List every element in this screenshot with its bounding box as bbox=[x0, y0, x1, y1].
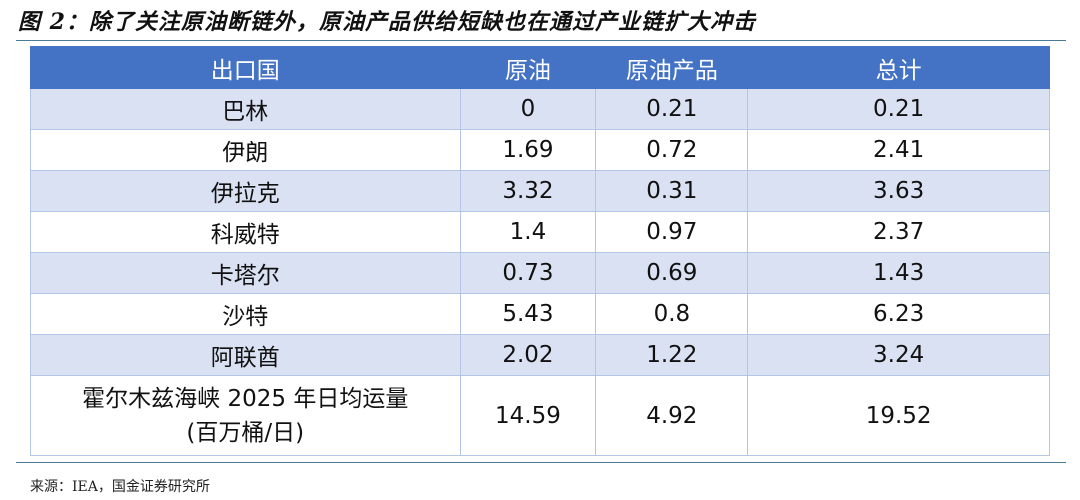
cell-crude: 5.43 bbox=[459, 293, 597, 335]
table-row: 伊拉克 3.32 0.31 3.63 bbox=[30, 170, 1050, 212]
header-total: 总计 bbox=[747, 46, 1050, 89]
cell-products: 0.8 bbox=[595, 293, 749, 335]
table-row: 伊朗 1.69 0.72 2.41 bbox=[30, 129, 1050, 171]
table-row: 科威特 1.4 0.97 2.37 bbox=[30, 211, 1050, 253]
cell-total: 1.43 bbox=[747, 252, 1050, 294]
total-label-line1: 霍尔木兹海峡 2025 年日均运量 bbox=[82, 385, 409, 412]
cell-total: 2.37 bbox=[747, 211, 1050, 253]
header-products: 原油产品 bbox=[595, 46, 749, 89]
header-row: 出口国 原油 原油产品 总计 bbox=[30, 46, 1050, 89]
header-crude: 原油 bbox=[459, 46, 597, 89]
cell-products: 0.97 bbox=[595, 211, 749, 253]
cell-products: 1.22 bbox=[595, 334, 749, 376]
cell-products: 0.31 bbox=[595, 170, 749, 212]
top-rule bbox=[16, 40, 1066, 41]
cell-products: 0.72 bbox=[595, 129, 749, 171]
cell-country: 伊朗 bbox=[30, 129, 461, 171]
total-label-line2: (百万桶/日) bbox=[186, 419, 305, 446]
cell-country: 巴林 bbox=[30, 88, 461, 130]
table-row: 卡塔尔 0.73 0.69 1.43 bbox=[30, 252, 1050, 294]
cell-total: 2.41 bbox=[747, 129, 1050, 171]
cell-crude: 0.73 bbox=[459, 252, 597, 294]
cell-total: 3.24 bbox=[747, 334, 1050, 376]
cell-crude: 3.32 bbox=[459, 170, 597, 212]
cell-country: 伊拉克 bbox=[30, 170, 461, 212]
cell-products: 0.69 bbox=[595, 252, 749, 294]
table-row: 巴林 0 0.21 0.21 bbox=[30, 88, 1050, 130]
cell-crude: 1.4 bbox=[459, 211, 597, 253]
cell-country: 卡塔尔 bbox=[30, 252, 461, 294]
table-row: 沙特 5.43 0.8 6.23 bbox=[30, 293, 1050, 335]
total-row: 霍尔木兹海峡 2025 年日均运量 (百万桶/日) 14.59 4.92 19.52 bbox=[30, 375, 1050, 456]
cell-country: 科威特 bbox=[30, 211, 461, 253]
figure-title: 图 2：除了关注原油断链外，原油产品供给短缺也在通过产业链扩大冲击 bbox=[18, 9, 756, 35]
cell-crude: 1.69 bbox=[459, 129, 597, 171]
cell-total: 19.52 bbox=[747, 375, 1050, 456]
cell-total: 6.23 bbox=[747, 293, 1050, 335]
source-note: 来源：IEA，国金证券研究所 bbox=[30, 479, 210, 495]
cell-crude: 14.59 bbox=[459, 375, 597, 456]
cell-crude: 0 bbox=[459, 88, 597, 130]
cell-products: 4.92 bbox=[595, 375, 749, 456]
cell-products: 0.21 bbox=[595, 88, 749, 130]
bottom-rule bbox=[16, 462, 1066, 463]
cell-crude: 2.02 bbox=[459, 334, 597, 376]
cell-country: 阿联酋 bbox=[30, 334, 461, 376]
cell-total: 3.63 bbox=[747, 170, 1050, 212]
cell-total-label: 霍尔木兹海峡 2025 年日均运量 (百万桶/日) bbox=[30, 375, 461, 456]
header-country: 出口国 bbox=[30, 46, 461, 89]
table-row: 阿联酋 2.02 1.22 3.24 bbox=[30, 334, 1050, 376]
cell-total: 0.21 bbox=[747, 88, 1050, 130]
cell-country: 沙特 bbox=[30, 293, 461, 335]
export-table: 出口国 原油 原油产品 总计 巴林 0 0.21 0.21 伊朗 1.69 0.72 2.41… bbox=[30, 46, 1050, 456]
